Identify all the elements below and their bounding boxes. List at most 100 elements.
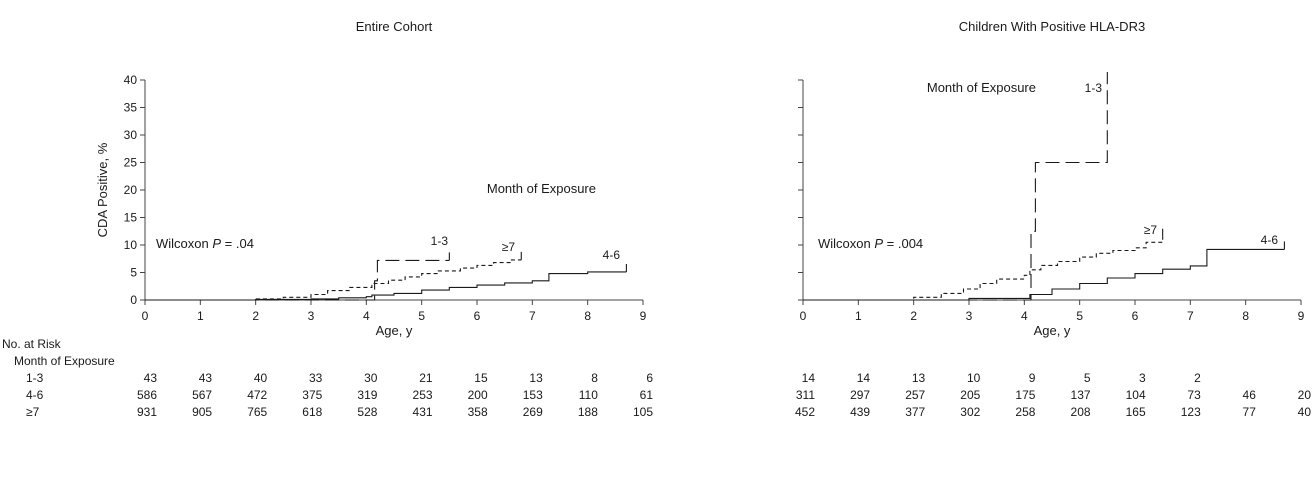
x-axis-label: Age, y	[1034, 323, 1071, 338]
risk-cell: 8	[591, 371, 598, 385]
risk-cell: 123	[1181, 405, 1201, 419]
x-tick-label: 1	[197, 309, 204, 323]
risk-cell: 40	[1298, 405, 1312, 419]
y-tick-label: 15	[124, 211, 138, 225]
risk-cell: 375	[302, 388, 322, 402]
series-label-1-3: 1-3	[1085, 81, 1103, 95]
series-label-≥7: ≥7	[502, 240, 516, 254]
series-line-≥7	[145, 259, 522, 301]
risk-cell: 302	[960, 405, 980, 419]
x-tick-label: 7	[529, 309, 536, 323]
risk-cell: 33	[309, 371, 323, 385]
risk-cell: 765	[247, 405, 267, 419]
y-tick-label: 35	[124, 101, 138, 115]
x-tick-label: 1	[855, 309, 862, 323]
risk-cell: 13	[529, 371, 543, 385]
risk-cell: 319	[357, 388, 377, 402]
risk-cell: 567	[192, 388, 212, 402]
risk-cell: 5	[1084, 371, 1091, 385]
risk-cell: 358	[468, 405, 488, 419]
x-tick-label: 0	[142, 309, 149, 323]
x-tick-label: 2	[252, 309, 259, 323]
x-tick-label: 3	[308, 309, 315, 323]
series-line-4-6	[145, 271, 627, 301]
x-axis-label: Age, y	[376, 323, 413, 338]
series-line-4-6	[803, 248, 1285, 301]
risk-cell: 2	[1194, 371, 1201, 385]
x-tick-label: 9	[640, 309, 647, 323]
risk-cell: 311	[796, 388, 815, 402]
risk-table: 14 14 13 10 9 5 3 2 311 297 257 205 175 137 104 73 46 20 4…	[795, 371, 1311, 419]
risk-cell: 472	[247, 388, 267, 402]
risk-cell: 20	[1298, 388, 1312, 402]
y-tick-label: 40	[124, 73, 138, 87]
risk-cell: 931	[137, 405, 157, 419]
risk-cell: 153	[523, 388, 543, 402]
chart-title: Children With Positive HLA-DR3	[959, 19, 1145, 34]
risk-cell: 175	[1015, 388, 1035, 402]
risk-cell: 77	[1243, 405, 1257, 419]
risk-cell: 618	[302, 405, 322, 419]
risk-cell: 105	[633, 405, 653, 419]
risk-cell: 258	[1015, 405, 1035, 419]
risk-cell: 452	[795, 405, 815, 419]
risk-cell: 21	[419, 371, 433, 385]
risk-cell: 269	[523, 405, 543, 419]
series-label-4-6: 4-6	[603, 248, 621, 262]
risk-row-label: 4-6	[26, 388, 44, 402]
x-tick-label: 4	[1021, 309, 1028, 323]
risk-cell: 257	[905, 388, 925, 402]
risk-table-title: No. at Risk	[2, 337, 62, 351]
x-tick-label: 8	[1242, 309, 1249, 323]
series-line-1-3	[145, 259, 450, 301]
risk-cell: 43	[144, 371, 158, 385]
risk-cell: 377	[905, 405, 925, 419]
series-label-≥7: ≥7	[1144, 223, 1158, 237]
x-tick-label: 3	[966, 309, 973, 323]
y-tick-label: 25	[124, 156, 138, 170]
y-tick-label: 10	[124, 238, 138, 252]
chart-title: Entire Cohort	[356, 19, 433, 34]
risk-cell: 3	[1139, 371, 1146, 385]
risk-cell: 188	[578, 405, 598, 419]
risk-cell: 200	[468, 388, 488, 402]
x-tick-label: 0	[800, 309, 807, 323]
risk-table-subtitle: Month of Exposure	[14, 354, 115, 368]
risk-cell: 15	[474, 371, 488, 385]
risk-cell: 9	[1029, 371, 1036, 385]
wilcoxon-annotation: Wilcoxon P = .04	[156, 236, 254, 251]
x-tick-label: 9	[1298, 309, 1305, 323]
risk-cell: 43	[199, 371, 213, 385]
risk-cell: 165	[1126, 405, 1146, 419]
risk-cell: 137	[1071, 388, 1091, 402]
x-tick-label: 6	[1132, 309, 1139, 323]
risk-cell: 10	[967, 371, 981, 385]
wilcoxon-annotation: Wilcoxon P = .004	[818, 236, 923, 251]
y-tick-label: 5	[130, 266, 137, 280]
legend-title: Month of Exposure	[927, 80, 1036, 95]
risk-cell: 73	[1187, 388, 1201, 402]
x-tick-label: 5	[418, 309, 425, 323]
y-tick-label: 30	[124, 128, 138, 142]
risk-cell: 40	[254, 371, 268, 385]
risk-row-label: 1-3	[26, 371, 44, 385]
y-tick-label: 0	[130, 293, 137, 307]
risk-cell: 586	[137, 388, 157, 402]
risk-cell: 61	[640, 388, 654, 402]
risk-cell: 110	[579, 388, 598, 402]
series-line-≥7	[803, 236, 1164, 301]
risk-cell: 13	[912, 371, 926, 385]
risk-cell: 297	[850, 388, 870, 402]
series-label-1-3: 1-3	[431, 234, 449, 248]
series-line-1-3	[803, 80, 1108, 301]
legend-title: Month of Exposure	[487, 181, 596, 196]
x-tick-label: 6	[474, 309, 481, 323]
risk-cell: 104	[1126, 388, 1146, 402]
x-tick-label: 8	[584, 309, 591, 323]
series-label-4-6: 4-6	[1261, 233, 1279, 247]
y-axis-label: CDA Positive, %	[95, 142, 110, 237]
risk-cell: 528	[357, 405, 377, 419]
